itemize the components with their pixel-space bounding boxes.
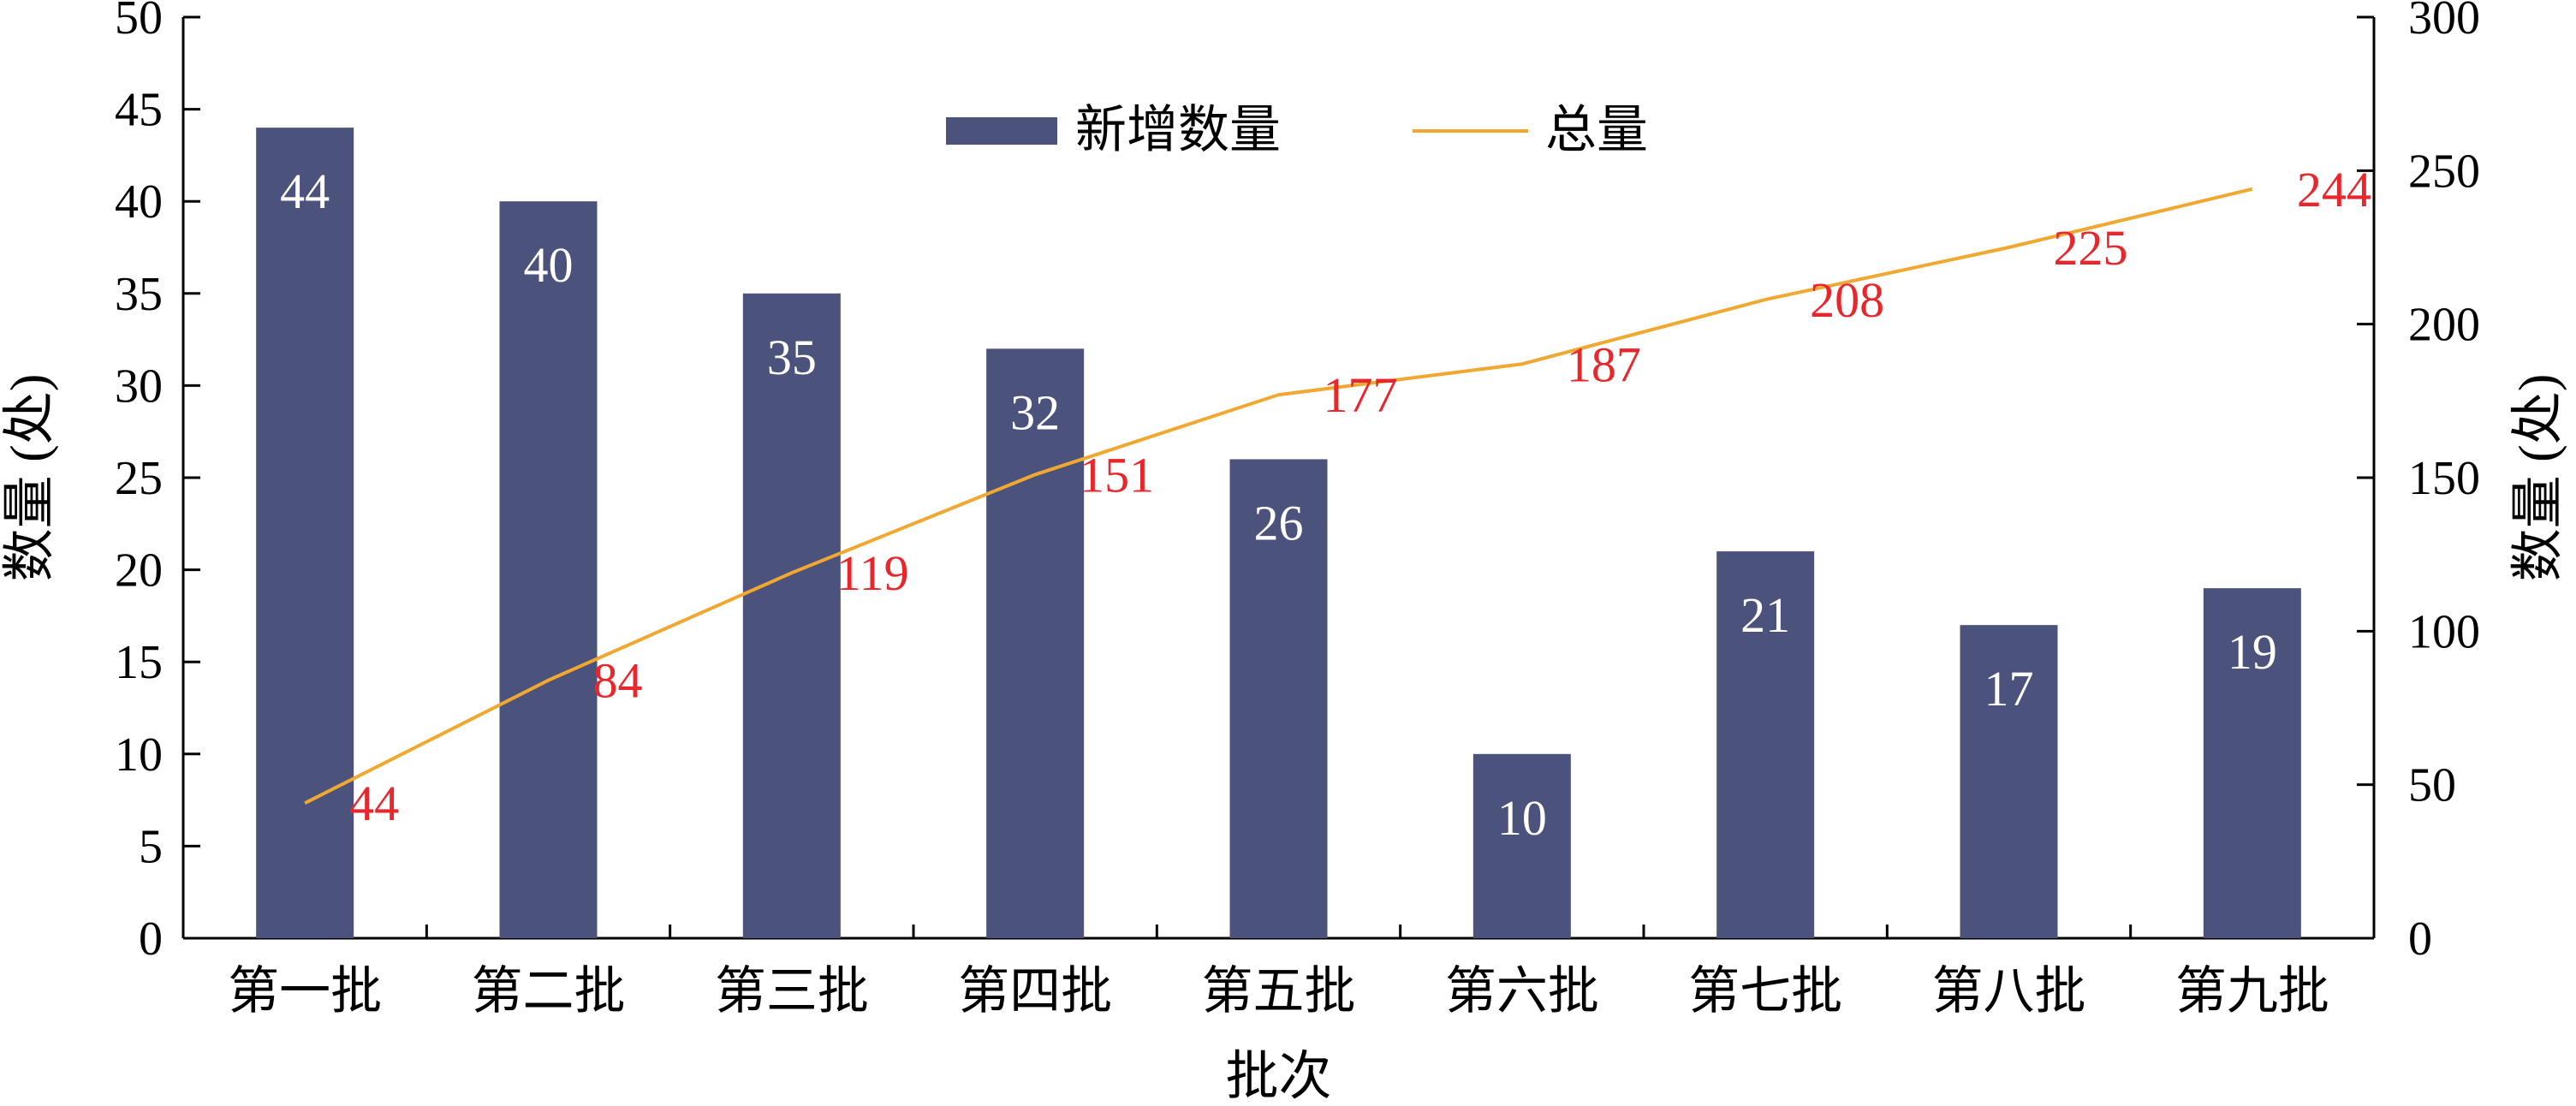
left-axis-title: 数量 (处) <box>1 374 59 582</box>
left-tick-label: 35 <box>115 268 163 321</box>
bar-value-label: 35 <box>767 330 817 385</box>
bar-series <box>256 128 2301 938</box>
left-tick-label: 25 <box>115 452 163 505</box>
right-tick-label: 250 <box>2408 145 2480 198</box>
bar-value-label: 44 <box>280 164 330 219</box>
bar <box>1960 625 2058 938</box>
x-tick-label: 第八批 <box>1932 963 2086 1020</box>
right-tick-label: 100 <box>2408 605 2480 658</box>
x-tick-label: 第三批 <box>715 963 869 1020</box>
left-tick-label: 20 <box>115 544 163 598</box>
left-tick-label: 5 <box>139 820 163 873</box>
left-tick-label: 45 <box>115 84 163 137</box>
bar <box>742 293 841 938</box>
bar-value-label: 17 <box>1984 661 2034 717</box>
x-tick-label: 第七批 <box>1688 963 1842 1020</box>
legend-swatch-bar <box>946 117 1057 145</box>
bar-value-label: 40 <box>524 237 574 293</box>
bar <box>256 128 354 938</box>
legend: 新增数量 总量 <box>946 102 1648 158</box>
line-value-label: 151 <box>1080 447 1154 502</box>
left-tick-label: 10 <box>115 728 163 782</box>
line-series <box>304 187 2253 805</box>
x-tick-label: 第四批 <box>958 963 1112 1020</box>
x-tick-label: 第六批 <box>1445 963 1599 1020</box>
line-value-label: 84 <box>593 653 643 709</box>
bar-value-label: 10 <box>1497 790 1547 846</box>
right-tick-label: 300 <box>2408 0 2480 45</box>
left-tick-label: 15 <box>115 636 163 689</box>
data-labels: 44 40 35 32 26 10 21 17 19 44 84 119 151 177 187 208 225… <box>280 162 2371 846</box>
line-value-label: 44 <box>349 776 399 831</box>
bar-value-label: 26 <box>1254 495 1304 550</box>
right-axis-title: 数量 (处) <box>2509 374 2567 582</box>
bar <box>1472 753 1571 938</box>
line-value-label: 208 <box>1810 272 1884 328</box>
x-tick-label: 第五批 <box>1202 963 1356 1020</box>
bar-value-label: 32 <box>1010 384 1060 440</box>
line-value-label: 225 <box>2054 220 2128 276</box>
right-tick-label: 50 <box>2408 759 2456 812</box>
total-line <box>304 187 2253 805</box>
bar <box>1716 551 1815 938</box>
line-value-label: 244 <box>2297 162 2371 217</box>
line-value-label: 177 <box>1324 367 1398 423</box>
bar <box>986 348 1085 938</box>
bar <box>499 201 598 938</box>
bar <box>2203 588 2301 938</box>
left-tick-label: 40 <box>115 175 163 229</box>
right-tick-label: 200 <box>2408 299 2480 352</box>
x-tick-label: 第九批 <box>2175 963 2329 1020</box>
legend-label-bar: 新增数量 <box>1075 102 1281 158</box>
bar-value-label: 21 <box>1740 587 1790 643</box>
bar <box>1229 459 1328 938</box>
x-tick-label: 第一批 <box>228 963 382 1020</box>
left-tick-label: 30 <box>115 360 163 413</box>
line-value-label: 119 <box>836 545 909 601</box>
left-tick-label: 50 <box>115 0 163 45</box>
right-tick-label: 150 <box>2408 452 2480 505</box>
legend-label-line: 总量 <box>1545 102 1648 158</box>
x-axis-title: 批次 <box>1225 1048 1331 1106</box>
bar-value-label: 19 <box>2228 624 2277 680</box>
x-tick-label: 第二批 <box>472 963 626 1020</box>
line-value-label: 187 <box>1567 336 1641 392</box>
right-tick-label: 0 <box>2408 913 2432 966</box>
left-tick-label: 0 <box>139 913 163 966</box>
